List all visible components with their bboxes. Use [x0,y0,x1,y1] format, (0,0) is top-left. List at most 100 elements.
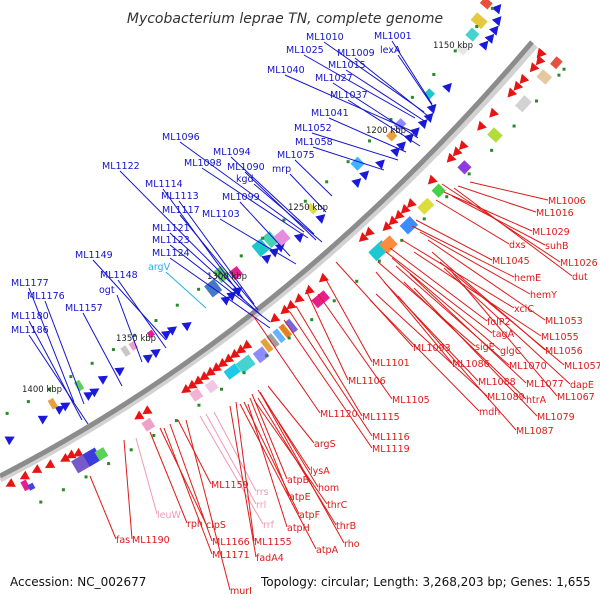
inner-gene-label: ML1155 [254,537,292,548]
inner-gene-label: tagA [492,329,515,340]
outer-gene-label: ML1094 [213,147,251,158]
outer-label-connector [169,244,271,323]
outer-label-connector [311,132,399,161]
reverse-gene-arrow [358,232,369,242]
inner-label-connector [389,247,488,322]
forward-gene-arrow [269,247,280,258]
outer-gene-label: ML1027 [315,73,353,84]
inner-label-connector [229,405,257,558]
inner-label-connector [149,431,188,524]
forward-gene-arrow [489,25,499,36]
outer-label-connector [92,259,167,341]
reverse-gene-arrow [280,304,291,315]
inner-label-connector [89,475,117,540]
inner-label-connector [451,271,558,397]
inner-label-connector [375,293,488,397]
inner-label-connector [295,305,363,417]
tick-dot [90,361,94,365]
forward-gene-arrow [396,141,406,152]
outer-gene-label: ML1009 [337,48,375,59]
outer-gene-label: ML1037 [330,90,368,101]
inner-label-connector [317,293,393,400]
tick-dot [26,400,30,404]
tick-dot [220,387,224,391]
inner-gene-label: atpH [287,523,310,534]
outer-gene-label: ogt [99,285,115,296]
inner-gene-label: ML1171 [212,550,250,561]
inner-gene-label: dut [572,272,588,283]
inner-gene-label: argS [314,439,336,450]
forward-gene-arrow [4,436,15,446]
inner-gene-label: htrA [526,395,547,406]
tick-dot [377,259,381,263]
outer-label-connector [119,170,239,291]
inner-gene-label: glgC [500,346,522,357]
inner-label-connector [259,391,319,488]
gene-feature-box [465,27,480,42]
inner-gene-label: hom [318,483,339,494]
outer-gene-label: lexA [380,45,401,56]
outer-label-connector [312,146,385,171]
tick-dot [5,411,9,415]
reverse-gene-arrow [477,120,487,131]
gene-features [4,0,566,504]
reverse-gene-arrow [427,174,438,185]
inner-gene-label: folP2 [487,317,511,328]
reverse-gene-arrow [446,152,457,163]
inner-label-connector [185,419,231,591]
inner-gene-label: ML1079 [537,412,575,423]
gene-feature-box [228,266,243,281]
tick-dot [129,448,133,452]
outer-label-connector [294,159,333,197]
inner-label-connector [397,295,517,431]
tick-dot [175,303,179,307]
reverse-gene-arrow [181,383,192,394]
reverse-gene-arrow [513,80,524,91]
outer-label-connector [284,74,415,133]
outer-gene-label: ML1090 [227,162,265,173]
tick-dot [453,49,457,53]
tick-dot [490,148,494,152]
inner-gene-label: ML1115 [362,412,400,423]
inner-label-connector [443,191,533,232]
inner-label-connector [411,225,515,278]
outer-gene-label: ML1015 [328,60,366,71]
reverse-gene-arrow [294,293,305,303]
outer-gene-label: ML1025 [286,45,324,56]
inner-label-connector [261,395,345,544]
inner-gene-label: ML1026 [560,258,598,269]
tick-dot [332,299,336,303]
inner-label-connector [135,437,158,515]
inner-label-connector [415,219,493,261]
inner-gene-label: clpS [206,520,226,531]
forward-gene-arrow [166,326,178,336]
reverse-gene-arrow [142,405,153,415]
reverse-gene-arrow [400,203,411,214]
inner-label-connector [247,403,288,528]
gene-feature-box [27,482,36,491]
reverse-gene-arrow [19,470,30,480]
outer-label-connector [82,312,123,387]
forward-gene-arrow [359,170,370,181]
inner-gene-label: rrl [256,500,266,511]
gene-feature-box [417,197,435,215]
forward-gene-arrow [160,330,172,340]
outer-gene-label: ML1098 [184,158,222,169]
inner-label-connector [391,257,501,351]
gene-feature-box [204,379,219,394]
outer-gene-label: ML1122 [102,161,140,172]
inner-label-connector [213,411,257,492]
inner-label-connector [413,251,542,337]
inner-gene-label: ML1086 [452,359,490,370]
gene-feature-box [272,328,286,344]
tick-dot [303,199,307,203]
tick-dot [265,354,269,358]
inner-gene-label: ML1101 [372,358,410,369]
gene-feature-box [128,340,139,351]
outer-gene-label: ML1123 [152,235,190,246]
tick-dot [562,67,566,71]
inner-gene-label: ML1106 [348,376,386,387]
gene-feature-box [515,95,532,113]
gene-feature-box [47,397,58,410]
